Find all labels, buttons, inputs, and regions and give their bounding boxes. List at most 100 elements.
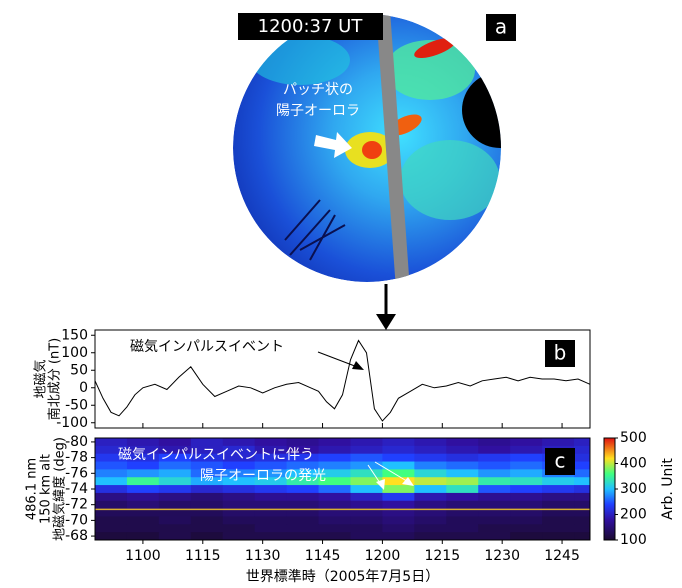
heatmap-cell xyxy=(254,500,288,510)
heatmap-cell xyxy=(414,485,447,494)
heatmap-cell xyxy=(574,500,591,510)
heatmap-cell xyxy=(446,500,479,510)
heatmap-cell xyxy=(95,461,128,470)
heatmap-cell xyxy=(446,477,479,486)
heatmap-cell xyxy=(382,438,415,447)
colorbar-tick-label: 500 xyxy=(620,430,647,446)
heatmap-cell xyxy=(286,532,320,541)
annotation-arrow xyxy=(317,351,361,369)
heatmap-cell xyxy=(350,485,383,494)
heatmap-cell xyxy=(254,438,288,447)
x-tick-label: 1215 xyxy=(424,548,460,564)
heatmap-cell xyxy=(95,445,128,455)
heatmap-cell xyxy=(382,532,415,541)
heatmap-cell xyxy=(414,516,447,525)
timestamp-box xyxy=(238,13,383,40)
panel-label: b xyxy=(554,341,567,365)
heatmap-cell xyxy=(414,453,447,463)
y-tick-label: -80 xyxy=(65,434,88,450)
heatmap-cell xyxy=(222,445,256,455)
heatmap-cell xyxy=(190,438,224,447)
heatmap-cell xyxy=(95,438,128,447)
heatmap-cell xyxy=(510,461,543,470)
heatmap-cell xyxy=(414,508,447,517)
heatmap-cell xyxy=(158,524,192,533)
heatmap-cell xyxy=(478,485,511,494)
heatmap-cell xyxy=(574,532,591,541)
heatmap-cell xyxy=(190,453,224,463)
heatmap-cell xyxy=(446,453,479,463)
heatmap-cell xyxy=(222,461,256,470)
heatmap-cell xyxy=(126,445,160,455)
y-axis-label: 地磁気緯度 (deg) xyxy=(52,437,68,541)
x-tick-label: 1200 xyxy=(365,548,401,564)
heatmap-cell xyxy=(478,461,511,470)
annotation-arrow xyxy=(352,361,364,370)
heatmap-cell xyxy=(318,477,351,486)
heatmap-cell xyxy=(95,508,128,517)
heatmap-cell xyxy=(510,438,543,447)
x-tick-label: 1145 xyxy=(305,548,341,564)
heatmap-cell xyxy=(478,438,511,447)
x-axis-label: 世界標準時（2005年7月5日） xyxy=(246,569,439,585)
heatmap-cell xyxy=(158,492,192,502)
heatmap-cell xyxy=(286,469,320,478)
heatmap-cell xyxy=(414,438,447,447)
heatmap-cell xyxy=(254,453,288,463)
y-tick-label: -78 xyxy=(65,450,88,466)
y-tick-label: -74 xyxy=(65,481,88,497)
heatmap-cell xyxy=(542,438,575,447)
heatmap-cell xyxy=(350,469,383,478)
annotation-arrow xyxy=(402,477,414,486)
heatmap-cell xyxy=(574,524,591,533)
heatmap-cell xyxy=(190,469,224,478)
heatmap-cell xyxy=(510,524,543,533)
heatmap-cell xyxy=(222,500,256,510)
heatmap-cell xyxy=(126,492,160,502)
heatmap-cell xyxy=(574,508,591,517)
heatmap-cell xyxy=(574,477,591,486)
heatmap-cell xyxy=(478,500,511,510)
heatmap-cell xyxy=(382,500,415,510)
heatmap-cell xyxy=(190,532,224,541)
heatmap-cell xyxy=(158,469,192,478)
heatmap-cell xyxy=(254,492,288,502)
heatmap-cell xyxy=(126,477,160,486)
heatmap-cell xyxy=(446,532,479,541)
heatmap-cell xyxy=(222,453,256,463)
heatmap-cell xyxy=(478,492,511,502)
arrow xyxy=(376,314,396,330)
heatmap-cell xyxy=(350,461,383,470)
aurora-image xyxy=(233,14,501,282)
heatmap-cell xyxy=(510,532,543,541)
heatmap-cell xyxy=(414,532,447,541)
heatmap-cell xyxy=(318,524,351,533)
heatmap-cell xyxy=(190,500,224,510)
heatmap-cell xyxy=(414,469,447,478)
heatmap-cell xyxy=(286,445,320,455)
heatmap-cell xyxy=(286,453,320,463)
heatmap-cell xyxy=(478,508,511,517)
heatmap-cell xyxy=(254,469,288,478)
heatmap-cell xyxy=(510,469,543,478)
panel-label-box xyxy=(486,14,516,41)
panel-label: c xyxy=(555,449,566,473)
y-tick-label: 100 xyxy=(61,345,88,361)
heatmap-cell xyxy=(510,453,543,463)
heatmap-cell xyxy=(222,477,256,486)
heatmap-cell xyxy=(510,477,543,486)
heatmap-cell xyxy=(318,453,351,463)
heatmap-cell xyxy=(542,516,575,525)
heatmap-cell xyxy=(478,469,511,478)
heatmap-cell xyxy=(95,453,128,463)
heatmap-cell xyxy=(222,524,256,533)
panel-label-box xyxy=(545,448,575,475)
heatmap-cell xyxy=(510,485,543,494)
heatmap-cell xyxy=(318,485,351,494)
heatmap-cell xyxy=(190,445,224,455)
x-tick-label: 1115 xyxy=(185,548,221,564)
heatmap-cell xyxy=(446,508,479,517)
y-tick-label: -72 xyxy=(65,497,88,513)
heatmap-cell xyxy=(190,461,224,470)
